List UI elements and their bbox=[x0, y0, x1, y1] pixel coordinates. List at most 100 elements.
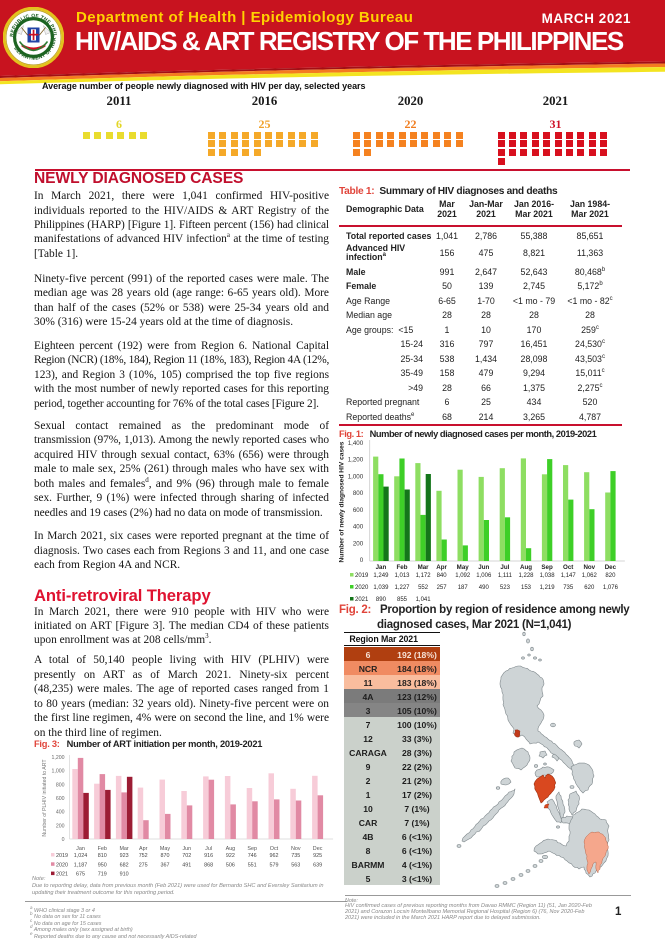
svg-text:1,041: 1,041 bbox=[416, 597, 432, 603]
svg-text:0: 0 bbox=[62, 837, 65, 843]
svg-text:1,111: 1,111 bbox=[498, 573, 513, 579]
svg-text:Jul: Jul bbox=[500, 564, 509, 571]
svg-text:1,013: 1,013 bbox=[394, 573, 410, 579]
svg-text:735: 735 bbox=[291, 853, 300, 859]
svg-text:682: 682 bbox=[120, 862, 129, 868]
svg-text:2019: 2019 bbox=[56, 853, 68, 859]
svg-text:1,172: 1,172 bbox=[416, 573, 432, 579]
svg-text:2020: 2020 bbox=[355, 585, 369, 591]
svg-text:506: 506 bbox=[226, 862, 235, 868]
svg-text:702: 702 bbox=[182, 853, 191, 859]
svg-text:910: 910 bbox=[120, 872, 129, 878]
svg-text:May: May bbox=[457, 564, 470, 571]
svg-text:1,200: 1,200 bbox=[52, 755, 65, 761]
svg-text:1,228: 1,228 bbox=[518, 573, 534, 579]
svg-text:Sep: Sep bbox=[247, 846, 257, 852]
svg-text:950: 950 bbox=[98, 862, 107, 868]
svg-text:Number of PLHIV initiated to A: Number of PLHIV initiated to ART bbox=[42, 759, 48, 837]
svg-text:620: 620 bbox=[584, 585, 595, 591]
svg-text:2020: 2020 bbox=[56, 862, 68, 868]
svg-text:916: 916 bbox=[204, 853, 213, 859]
svg-text:Oct: Oct bbox=[563, 564, 573, 571]
svg-text:1,000: 1,000 bbox=[348, 473, 364, 480]
svg-text:1,227: 1,227 bbox=[394, 585, 410, 591]
svg-text:Sep: Sep bbox=[541, 564, 553, 571]
svg-text:1,200: 1,200 bbox=[348, 457, 364, 464]
svg-text:675: 675 bbox=[76, 872, 85, 878]
svg-text:523: 523 bbox=[500, 585, 511, 591]
svg-text:890: 890 bbox=[376, 597, 387, 603]
svg-text:2021: 2021 bbox=[355, 597, 369, 603]
svg-text:Mar: Mar bbox=[119, 846, 128, 852]
svg-text:275: 275 bbox=[139, 862, 148, 868]
svg-text:600: 600 bbox=[56, 796, 65, 802]
svg-text:820: 820 bbox=[605, 573, 616, 579]
svg-text:735: 735 bbox=[563, 585, 574, 591]
svg-text:752: 752 bbox=[139, 853, 148, 859]
svg-text:2021: 2021 bbox=[56, 872, 68, 878]
svg-text:491: 491 bbox=[182, 862, 191, 868]
svg-text:1,039: 1,039 bbox=[373, 585, 389, 591]
svg-text:746: 746 bbox=[248, 853, 257, 859]
svg-text:Dec: Dec bbox=[605, 564, 617, 571]
svg-text:800: 800 bbox=[353, 490, 364, 497]
svg-text:1,219: 1,219 bbox=[540, 585, 556, 591]
svg-text:855: 855 bbox=[397, 597, 408, 603]
svg-text:870: 870 bbox=[161, 853, 170, 859]
svg-text:187: 187 bbox=[458, 585, 469, 591]
svg-text:1,062: 1,062 bbox=[582, 573, 598, 579]
svg-text:1,147: 1,147 bbox=[561, 573, 577, 579]
svg-text:868: 868 bbox=[204, 862, 213, 868]
svg-text:Oct: Oct bbox=[270, 846, 279, 852]
svg-text:Apr: Apr bbox=[436, 564, 447, 571]
svg-text:Mar: Mar bbox=[418, 564, 430, 571]
svg-text:922: 922 bbox=[226, 853, 235, 859]
svg-text:1,249: 1,249 bbox=[373, 573, 389, 579]
svg-text:Apr: Apr bbox=[139, 846, 148, 852]
svg-text:2019: 2019 bbox=[355, 573, 369, 579]
svg-text:May: May bbox=[160, 846, 170, 852]
svg-text:Dec: Dec bbox=[313, 846, 323, 852]
svg-text:552: 552 bbox=[418, 585, 429, 591]
svg-text:490: 490 bbox=[479, 585, 490, 591]
svg-text:400: 400 bbox=[353, 524, 364, 531]
svg-text:Jun: Jun bbox=[478, 564, 489, 571]
svg-text:200: 200 bbox=[353, 540, 364, 547]
svg-text:Nov: Nov bbox=[291, 846, 301, 852]
svg-text:Jul: Jul bbox=[205, 846, 212, 852]
svg-text:563: 563 bbox=[291, 862, 300, 868]
svg-text:1,076: 1,076 bbox=[603, 585, 619, 591]
svg-text:Feb: Feb bbox=[396, 564, 407, 571]
svg-text:579: 579 bbox=[270, 862, 279, 868]
svg-text:Jan: Jan bbox=[76, 846, 85, 852]
svg-text:0: 0 bbox=[360, 557, 364, 564]
svg-text:Nov: Nov bbox=[583, 564, 595, 571]
svg-text:551: 551 bbox=[248, 862, 257, 868]
svg-text:1,038: 1,038 bbox=[540, 573, 556, 579]
svg-text:719: 719 bbox=[98, 872, 107, 878]
svg-text:153: 153 bbox=[521, 585, 532, 591]
svg-text:400: 400 bbox=[56, 810, 65, 816]
svg-text:925: 925 bbox=[313, 853, 322, 859]
svg-text:367: 367 bbox=[161, 862, 170, 868]
svg-text:923: 923 bbox=[120, 853, 129, 859]
svg-text:1,024: 1,024 bbox=[74, 853, 88, 859]
svg-text:200: 200 bbox=[56, 823, 65, 829]
svg-text:800: 800 bbox=[56, 782, 65, 788]
svg-text:1,006: 1,006 bbox=[476, 573, 492, 579]
svg-text:840: 840 bbox=[437, 573, 448, 579]
svg-text:Aug: Aug bbox=[226, 846, 236, 852]
svg-text:1,400: 1,400 bbox=[348, 440, 364, 447]
svg-text:1,187: 1,187 bbox=[74, 862, 88, 868]
svg-text:1,000: 1,000 bbox=[52, 769, 65, 775]
svg-text:810: 810 bbox=[98, 853, 107, 859]
svg-text:Aug: Aug bbox=[520, 564, 532, 571]
svg-text:962: 962 bbox=[270, 853, 279, 859]
svg-text:1,092: 1,092 bbox=[455, 573, 471, 579]
svg-text:600: 600 bbox=[353, 507, 364, 514]
svg-text:257: 257 bbox=[437, 585, 448, 591]
svg-text:Number of newly diagnosed HIV: Number of newly diagnosed HIV cases bbox=[339, 441, 346, 562]
svg-text:Jan: Jan bbox=[376, 564, 387, 571]
svg-text:Feb: Feb bbox=[98, 846, 107, 852]
svg-text:639: 639 bbox=[313, 862, 322, 868]
